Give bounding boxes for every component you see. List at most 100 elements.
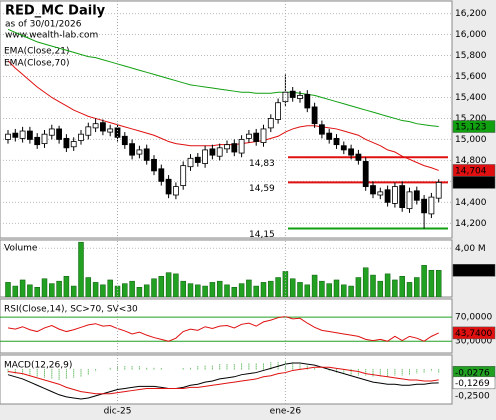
candle-body xyxy=(245,133,252,139)
candle-body xyxy=(100,122,106,132)
candle-body xyxy=(92,123,99,129)
candle-body xyxy=(355,153,362,161)
candle-body xyxy=(435,182,442,199)
bar xyxy=(70,285,77,297)
candle-body xyxy=(180,165,187,186)
candle-body xyxy=(340,145,347,151)
level-label: 14,59 xyxy=(249,184,275,194)
bar xyxy=(268,280,274,297)
bar xyxy=(231,287,238,297)
bar xyxy=(370,274,376,297)
series-line xyxy=(7,60,439,171)
y-tick-label: 16,200 xyxy=(455,9,487,19)
candle-body xyxy=(5,133,11,140)
bar xyxy=(238,283,245,297)
candle-body xyxy=(421,198,428,214)
y-tick-label: 30,0000 xyxy=(455,337,492,347)
candle-body xyxy=(428,196,435,215)
candle-body xyxy=(48,128,55,136)
value-box-label: -0,1269 xyxy=(455,379,490,389)
bar xyxy=(297,282,303,297)
chart-title: RED_MC Daily xyxy=(5,4,106,19)
candle-body xyxy=(194,156,201,163)
candle-body xyxy=(384,189,391,203)
candle-body xyxy=(304,93,311,109)
bar xyxy=(129,280,135,297)
bar xyxy=(319,280,325,297)
value-box-label: 2,19 M xyxy=(455,266,486,276)
bar xyxy=(173,273,179,297)
bar xyxy=(12,285,19,297)
candle-body xyxy=(267,118,274,129)
level-label: 14,15 xyxy=(249,230,275,240)
bar xyxy=(384,273,391,297)
bar xyxy=(41,278,48,297)
value-box xyxy=(452,264,496,277)
bar xyxy=(326,283,332,297)
bar xyxy=(85,277,92,297)
bar xyxy=(5,282,11,297)
bar xyxy=(202,285,208,297)
candle-body xyxy=(333,137,340,146)
bar xyxy=(377,280,384,297)
bar xyxy=(414,277,420,297)
bar xyxy=(158,276,165,297)
bar xyxy=(136,287,143,297)
source: www.wealth-lab.com xyxy=(5,31,98,41)
bar xyxy=(392,279,398,297)
y-tick-label: 15,600 xyxy=(455,72,487,82)
bar xyxy=(180,280,186,297)
value-box-label: -0,0276 xyxy=(455,368,490,378)
candle-body xyxy=(238,139,245,154)
y-tick-label: 16,000 xyxy=(455,30,487,40)
candle-body xyxy=(253,132,260,142)
value-box-label: 43,7400 xyxy=(455,329,492,339)
candle-body xyxy=(326,132,333,140)
candle-body xyxy=(165,178,172,195)
y-tick-label: -0,2500 xyxy=(455,391,490,401)
candle-body xyxy=(12,132,19,138)
candle-body xyxy=(158,168,165,182)
value-box xyxy=(452,376,496,390)
series-line xyxy=(7,362,439,400)
bar xyxy=(195,284,201,297)
y-tick-label: 15,800 xyxy=(455,51,487,61)
candle-body xyxy=(202,149,209,164)
candle-body xyxy=(370,185,376,195)
bar xyxy=(187,283,194,297)
bar xyxy=(260,282,267,297)
level-label: 14,83 xyxy=(249,159,275,169)
chart-subtitle: as of 30/01/2026 xyxy=(5,20,82,30)
candle-body xyxy=(70,141,77,148)
bar xyxy=(275,277,281,297)
candle-body xyxy=(289,90,296,98)
bar xyxy=(341,284,347,297)
candle-body xyxy=(41,133,48,145)
bar xyxy=(122,283,128,297)
legend-entry: EMA(Close,21) xyxy=(4,47,69,57)
bar xyxy=(216,280,223,297)
candle-body xyxy=(260,128,267,143)
bar xyxy=(56,280,62,297)
legend-entry: EMA(Close,70) xyxy=(4,59,69,69)
x-tick-label: dic-25 xyxy=(104,407,132,417)
bar xyxy=(107,279,113,297)
y-tick-label: 15,400 xyxy=(455,93,487,103)
bar xyxy=(100,284,106,297)
bar xyxy=(428,269,435,297)
bar xyxy=(246,279,252,297)
y-tick-label: 14,200 xyxy=(455,219,487,229)
y-tick-label: 70,0000 xyxy=(455,313,492,323)
bar xyxy=(49,283,55,297)
bar xyxy=(435,270,442,297)
candle-body xyxy=(377,191,384,196)
candle-body xyxy=(121,135,128,146)
bar xyxy=(224,284,230,297)
value-box xyxy=(452,120,496,133)
candle-body xyxy=(406,191,413,210)
y-tick-label: 14,800 xyxy=(455,156,487,166)
candle-body xyxy=(151,158,157,172)
candle-body xyxy=(275,102,282,120)
bar xyxy=(143,284,150,297)
candle-body xyxy=(216,147,223,157)
